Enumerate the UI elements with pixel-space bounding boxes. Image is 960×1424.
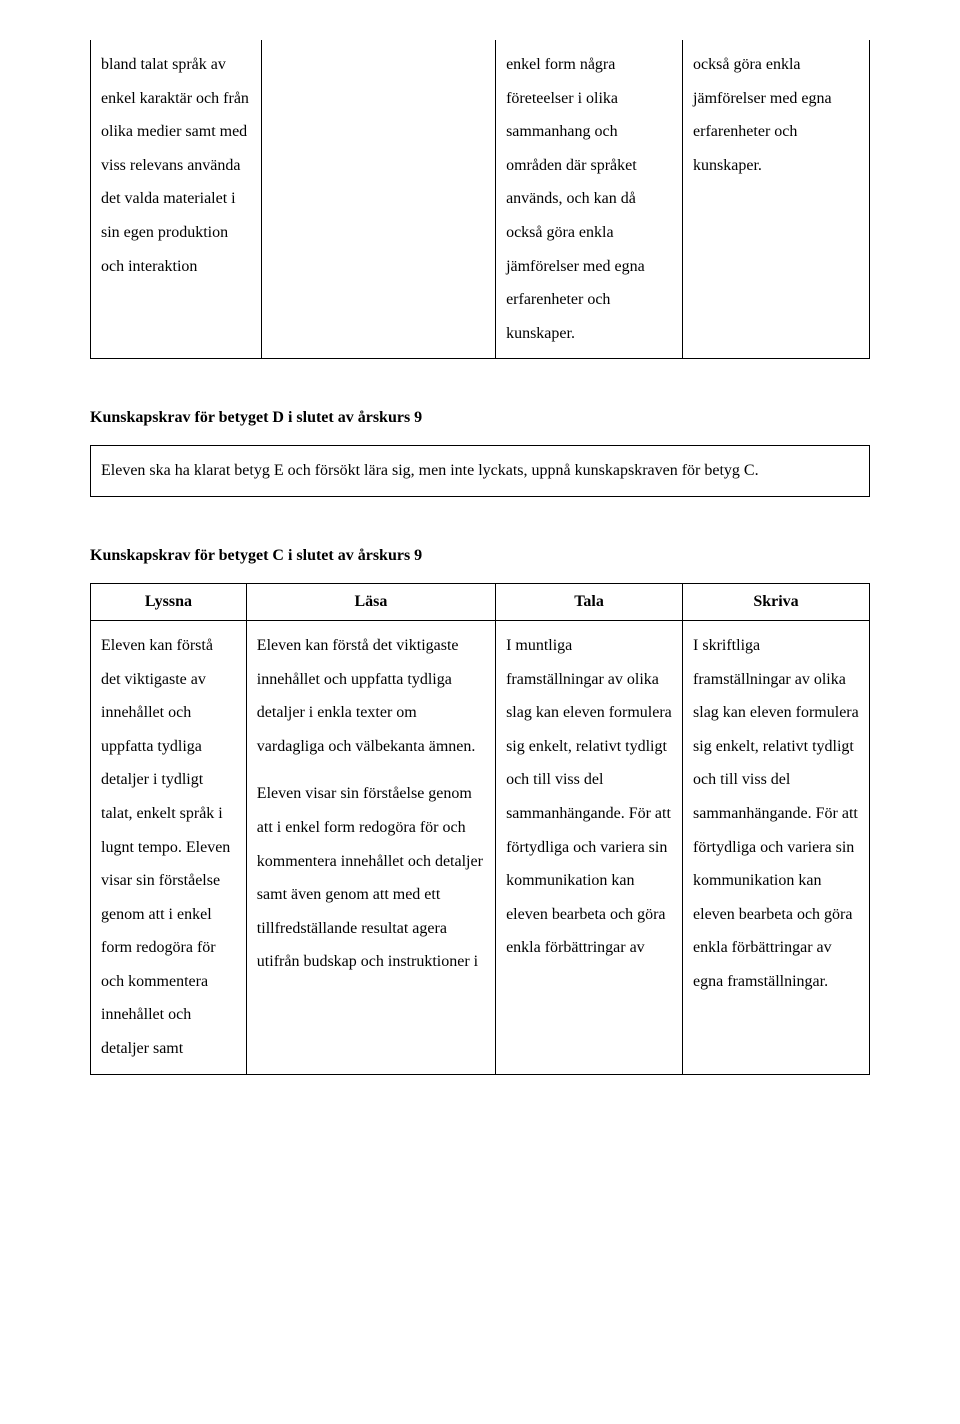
table-criteria-upper: bland talat språk av enkel karaktär och … [90,40,870,359]
table-header-row: Lyssna Läsa Tala Skriva [91,583,870,620]
heading-grade-d: Kunskapskrav för betyget D i slutet av å… [90,409,870,427]
cell-lyssna: Eleven kan förstå det viktigaste av inne… [91,620,247,1074]
table-criteria-c: Lyssna Läsa Tala Skriva Eleven kan först… [90,583,870,1075]
cell-skriva: I skriftliga framställningar av olika sl… [683,620,870,1074]
col-header-lyssna: Lyssna [91,583,247,620]
cell-col2 [262,40,496,359]
para: Eleven visar sin förståelse genom att i … [257,777,485,979]
cell-col3: enkel form några företeelser i olika sam… [496,40,683,359]
col-header-skriva: Skriva [683,583,870,620]
para: Eleven kan förstå det viktigaste av inne… [101,629,236,1066]
heading-grade-c: Kunskapskrav för betyget C i slutet av å… [90,547,870,565]
cell-col4: också göra enkla jämförelser med egna er… [683,40,870,359]
para: Eleven kan förstå det viktigaste innehål… [257,629,485,763]
document-page: bland talat språk av enkel karaktär och … [0,0,960,1135]
col-header-tala: Tala [496,583,683,620]
cell-tala: I muntliga framställningar av olika slag… [496,620,683,1074]
cell-col1: bland talat språk av enkel karaktär och … [91,40,262,359]
para: I muntliga framställningar av olika slag… [506,629,672,965]
cell-lasa: Eleven kan förstå det viktigaste innehål… [246,620,495,1074]
col-header-lasa: Läsa [246,583,495,620]
table-row: Eleven kan förstå det viktigaste av inne… [91,620,870,1074]
table-row: bland talat språk av enkel karaktär och … [91,40,870,359]
box-grade-d: Eleven ska ha klarat betyg E och försökt… [90,445,870,497]
para: I skriftliga framställningar av olika sl… [693,629,859,999]
